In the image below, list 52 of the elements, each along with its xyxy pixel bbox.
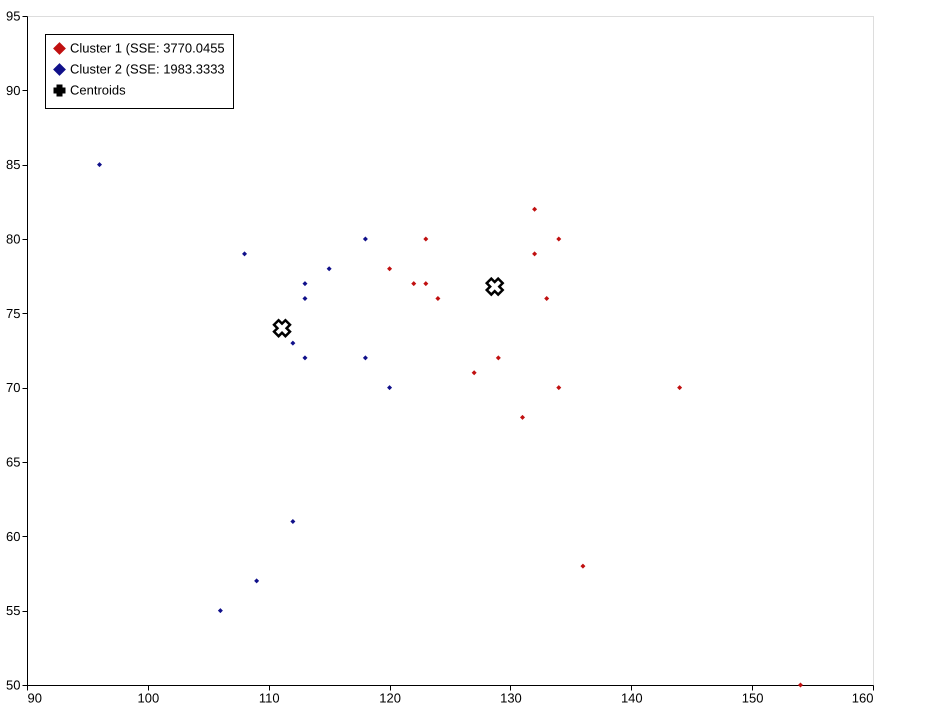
point [485,277,504,296]
legend-label: Centroids [70,82,126,98]
point [302,281,308,286]
y-tick-label: 85 [6,157,20,172]
point [532,206,538,212]
point [242,251,248,256]
legend-label: Cluster 1 (SSE: 3770.0455 [70,40,225,56]
point [532,251,538,256]
point [254,578,260,584]
x-tick-label: 120 [379,690,401,706]
point [387,266,392,272]
y-tick-label: 90 [6,82,20,98]
point [387,385,392,390]
point [435,296,440,301]
point [411,281,416,286]
x-tick-label: 110 [258,690,280,706]
point [362,355,368,360]
point [302,296,308,301]
point [472,370,477,376]
point [544,296,550,301]
y-tick-label: 55 [6,603,20,618]
point [423,236,428,242]
point [496,355,501,360]
point [580,564,586,569]
y-tick-label: 75 [6,306,20,321]
y-tick-label: 80 [6,232,20,246]
x-tick-label: 130 [500,690,522,706]
y-tick-label: 95 [6,8,20,24]
point [556,385,562,390]
legend-label: Cluster 2 (SSE: 1983.3333 [70,62,225,76]
point [326,266,332,272]
y-tick-label: 65 [6,454,20,470]
point [218,608,223,614]
point [798,682,803,688]
y-tick-label: 50 [6,678,20,692]
point [272,318,292,338]
y-tick-label: 70 [6,380,20,396]
point [362,236,368,242]
x-tick-label: 100 [138,690,160,706]
x-tick-label: 90 [28,690,42,706]
point [97,162,102,168]
point [290,518,296,524]
x-tick-label: 160 [852,690,874,706]
point [520,414,526,420]
y-tick-label: 60 [6,528,20,544]
x-tick-label: 150 [742,690,764,706]
point [290,340,296,346]
point [556,236,562,242]
point [677,385,682,390]
point [302,355,308,360]
point [423,281,428,286]
x-tick-label: 140 [620,690,643,706]
